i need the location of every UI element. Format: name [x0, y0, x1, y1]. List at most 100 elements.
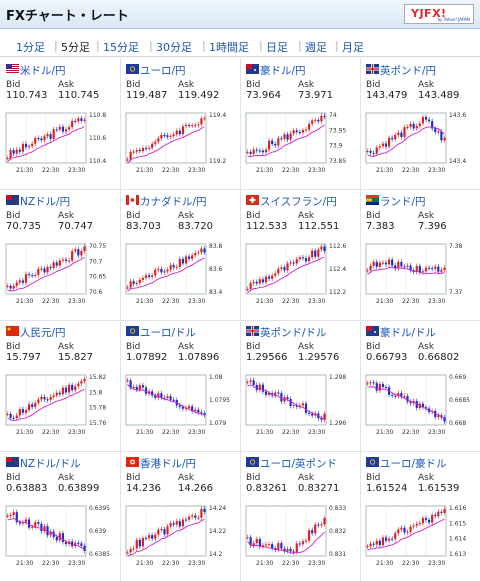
candle-body: [261, 545, 264, 547]
pair-name[interactable]: 豪ドル/円: [260, 65, 306, 77]
tab-5[interactable]: 日足: [266, 41, 288, 54]
candle-body: [157, 138, 160, 142]
gb-flag-icon: [366, 64, 379, 74]
x-tick-label: 23:30: [428, 167, 445, 173]
title-bar: FXチャート・レート YJFX! by Yahoo! JAPAN: [0, 0, 480, 29]
mini-candlestick-chart[interactable]: 0.669 0.6685 0.668 21:30 22:30 23:30: [365, 373, 475, 435]
moving-average-line: [7, 517, 85, 550]
currency-pair-cell: 香港ドル/円 Bid Ask 14.236 14.266 14.24 14.22 14.2 21…: [120, 451, 240, 581]
mini-candlestick-chart[interactable]: 83.8 83.6 83.4 21:30 22:30 23:30: [125, 242, 235, 304]
mini-candlestick-chart[interactable]: 70.75 70.7 70.65 70.6 21:30 22:30 23:30: [5, 242, 115, 304]
candle-body: [52, 262, 55, 268]
pair-name[interactable]: NZドル/ドル: [20, 458, 81, 470]
pair-name[interactable]: 豪ドル/ドル: [380, 327, 437, 339]
candle-body: [289, 398, 292, 407]
mini-candlestick-chart[interactable]: 7.38 7.37 21:30 22:30 23:30: [365, 242, 475, 304]
mini-candlestick-chart[interactable]: 15.82 15.8 15.78 15.76 21:30 22:30 23:30: [5, 373, 115, 435]
candle-body: [366, 270, 369, 272]
y-tick-label: 15.82: [89, 374, 106, 381]
y-tick-label: 83.6: [209, 266, 223, 273]
mini-candlestick-chart[interactable]: 119.4 119.2 21:30 22:30 23:30: [125, 111, 235, 173]
mini-candlestick-chart[interactable]: 1.616 1.615 1.614 1.613 21:30 22:30 23:30: [365, 504, 475, 566]
pair-name[interactable]: スイスフラン/円: [260, 196, 337, 208]
pair-name[interactable]: 米ドル/円: [20, 65, 66, 77]
candle-body: [163, 135, 166, 137]
candle-body: [391, 259, 394, 266]
candle-body: [151, 391, 154, 396]
mini-candlestick-chart[interactable]: 0.6395 0.639 0.6385 21:30 22:30 23:30: [5, 504, 115, 566]
candle-body: [172, 134, 175, 137]
tab-3[interactable]: 30分足: [156, 41, 192, 54]
candle-body: [286, 263, 289, 271]
candle-body: [71, 541, 74, 547]
candle-body: [175, 266, 178, 268]
candle-body: [163, 397, 166, 399]
grid-divider: [120, 58, 121, 581]
bid-label: Bid: [366, 80, 381, 90]
candle-body: [381, 384, 384, 387]
candle-body: [188, 125, 191, 127]
candle-body: [301, 541, 304, 545]
pair-name[interactable]: ユーロ/円: [140, 65, 186, 77]
candle-body: [169, 523, 172, 527]
bid-label: Bid: [6, 211, 21, 221]
tab-2[interactable]: 15分足: [103, 41, 139, 54]
mini-candlestick-chart[interactable]: 74 73.95 73.9 73.85 21:30 22:30 23:30: [245, 111, 355, 173]
pair-name[interactable]: 英ポンド/円: [380, 65, 437, 77]
candle-body: [264, 276, 268, 283]
currency-pair-cell: ユーロ/ドル Bid Ask 1.07892 1.07896 1.08 1.0795 1.07…: [120, 320, 240, 451]
candle-body: [292, 130, 295, 134]
candle-body: [268, 140, 271, 150]
pair-name[interactable]: カナダドル/円: [140, 196, 207, 208]
tab-1[interactable]: 5分足: [61, 41, 90, 54]
candle-body: [55, 392, 58, 396]
pair-name[interactable]: 香港ドル/円: [140, 458, 197, 470]
timeframe-tabs: 1分足 | 5分足 | 15分足 | 30分足 | 1時間足 | 日足 | 週足 | 月足: [0, 35, 480, 57]
mini-candlestick-chart[interactable]: 1.08 1.0795 1.079 21:30 22:30 23:30: [125, 373, 235, 435]
candle-body: [148, 275, 151, 277]
pair-name[interactable]: NZドル/円: [20, 196, 71, 208]
x-tick-label: 23:30: [428, 298, 445, 304]
mini-candlestick-chart[interactable]: 110.8 110.6 110.4 21:30 22:30 23:30: [5, 111, 115, 173]
candle-body: [255, 149, 258, 151]
pair-name[interactable]: ユーロ/ドル: [140, 327, 197, 339]
candle-body: [323, 518, 326, 525]
candle-body: [409, 123, 412, 127]
tab-4[interactable]: 1時間足: [209, 41, 249, 54]
candle-body: [163, 271, 166, 273]
candle-body: [172, 523, 175, 525]
x-tick-label: 23:30: [68, 429, 85, 435]
tab-6[interactable]: 週足: [305, 41, 327, 54]
candle-body: [264, 544, 268, 546]
candle-body: [437, 266, 440, 272]
pair-name[interactable]: ランド/円: [380, 196, 426, 208]
candle-body: [268, 544, 271, 546]
pair-name[interactable]: 人民元/円: [20, 327, 66, 339]
candle-body: [138, 150, 141, 152]
x-tick-label: 23:30: [188, 167, 205, 173]
tab-0[interactable]: 1分足: [16, 41, 45, 54]
candle-body: [126, 287, 129, 289]
pair-name[interactable]: 英ポンド/ドル: [260, 327, 327, 339]
mini-candlestick-chart[interactable]: 112.6 112.4 112.2 21:30 22:30 23:30: [245, 242, 355, 304]
mini-candlestick-chart[interactable]: 1.298 1.296 21:30 22:30 23:30: [245, 373, 355, 435]
x-tick-label: 23:30: [308, 298, 325, 304]
candle-body: [400, 392, 403, 397]
candle-body: [403, 396, 406, 398]
candle-body: [246, 151, 249, 153]
candle-body: [388, 137, 391, 147]
candle-body: [412, 525, 415, 527]
candle-body: [46, 526, 49, 536]
x-tick-label: 21:30: [376, 429, 393, 435]
pair-name[interactable]: ユーロ/豪ドル: [380, 458, 447, 470]
tab-7[interactable]: 月足: [342, 41, 364, 54]
pair-name[interactable]: ユーロ/英ポンド: [260, 458, 338, 470]
candle-body: [40, 523, 43, 532]
candle-body: [369, 543, 372, 547]
mini-candlestick-chart[interactable]: 0.833 0.832 0.831 21:30 22:30 23:30: [245, 504, 355, 566]
page-title: FXチャート・レート: [6, 9, 129, 24]
currency-pair-cell: NZドル/円 Bid Ask 70.735 70.747 70.75 70.7 70.65 70…: [0, 189, 120, 320]
mini-candlestick-chart[interactable]: 143.6 143.4 21:30 22:30 23:30: [365, 111, 475, 173]
mini-candlestick-chart[interactable]: 14.24 14.22 14.2 21:30 22:30 23:30: [125, 504, 235, 566]
candle-body: [200, 118, 203, 125]
